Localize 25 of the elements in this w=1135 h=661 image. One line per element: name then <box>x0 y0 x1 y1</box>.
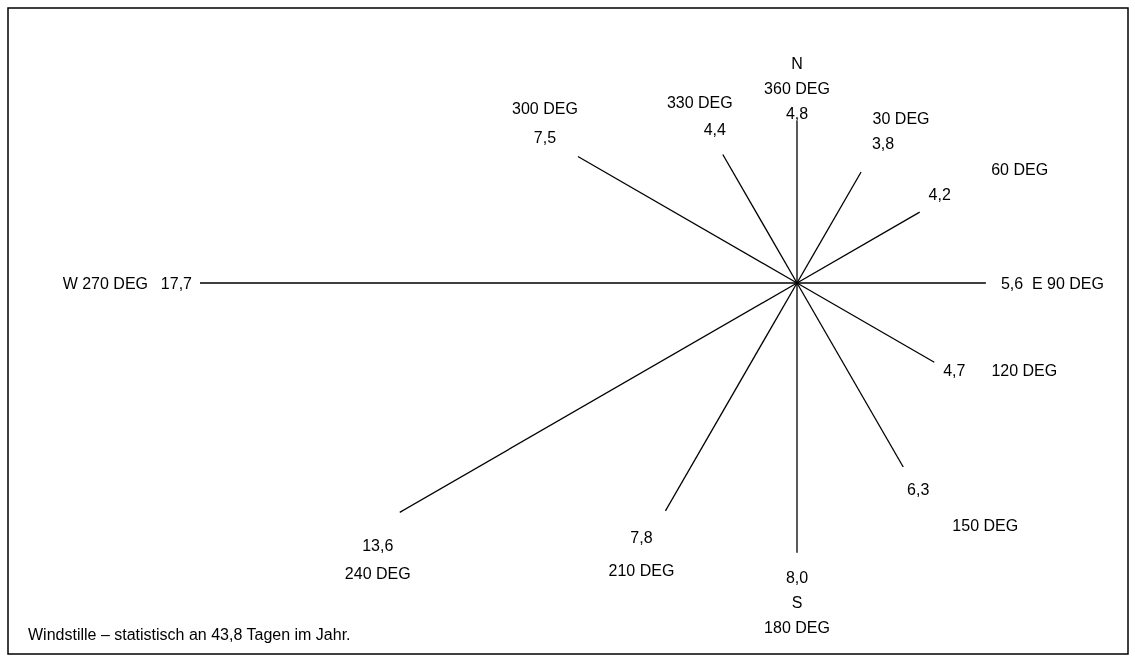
data-label: 4,4 <box>703 121 727 139</box>
text: Windstille – statistisch an 43,8 Tagen im Jahr. <box>28 626 351 643</box>
data-label: 17,7 <box>160 275 193 292</box>
category-label: 150 DEG <box>952 517 1019 535</box>
category-label: 210 DEG <box>608 561 675 579</box>
category-label: 240 DEG <box>344 565 411 583</box>
data-label: 7,8 <box>630 528 653 546</box>
category-label: 330 DEG <box>666 94 733 112</box>
category-label: 60 DEG <box>991 161 1049 179</box>
data-label: 7,5 <box>533 128 557 146</box>
data-label: 4,8 <box>785 105 809 123</box>
category-label: 30 DEG <box>872 110 930 127</box>
data-label: 5,6 <box>1000 275 1024 292</box>
data-label: 3,8 <box>871 135 895 152</box>
data-label: 8,0 <box>785 568 809 586</box>
category-label: S 180 DEG <box>764 593 830 636</box>
data-label: 4,7 <box>943 362 966 380</box>
category-label: 120 DEG <box>991 362 1058 380</box>
category-label: W 270 DEG <box>62 275 148 292</box>
category-label: 300 DEG <box>512 99 578 117</box>
category-label: E 90 DEG <box>1031 275 1104 292</box>
category-label: N 360 DEG <box>764 55 830 98</box>
data-label: 13,6 <box>362 537 394 555</box>
data-label: 4,2 <box>928 186 951 204</box>
data-label: 6,3 <box>907 481 930 499</box>
